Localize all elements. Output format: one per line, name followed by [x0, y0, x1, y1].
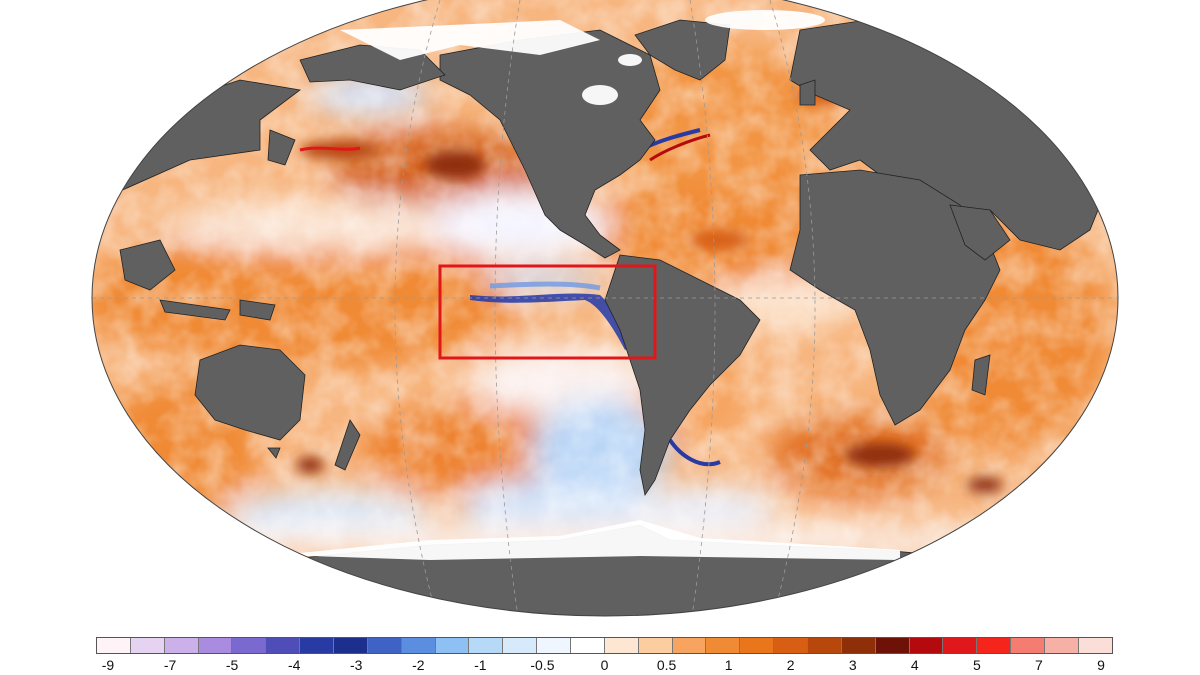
- legend-tick-label: -3: [350, 657, 363, 673]
- legend-tick-label: -0.5: [530, 657, 555, 673]
- legend-swatch: [435, 638, 470, 653]
- sea-surface-temperature-anomaly-map: [91, 0, 1119, 617]
- legend-tick-label: -2: [412, 657, 425, 673]
- world-map: [91, 0, 1119, 617]
- legend-swatch: [943, 638, 978, 653]
- legend-tick-label: -1: [474, 657, 487, 673]
- sea-ice-patches: [280, 10, 900, 560]
- legend-swatch: [97, 638, 131, 653]
- legend-swatch: [571, 638, 605, 653]
- legend-swatch: [875, 638, 910, 653]
- legend-swatch: [1078, 638, 1112, 653]
- legend-swatch: [130, 638, 165, 653]
- legend-swatch: [503, 638, 538, 653]
- legend-swatch: [841, 638, 876, 653]
- legend-tick-label: 1: [724, 657, 733, 673]
- legend-swatch: [604, 638, 639, 653]
- legend-tick-label: 0: [600, 657, 609, 673]
- legend-tick-label: -7: [163, 657, 177, 673]
- legend-swatch: [537, 638, 572, 653]
- legend-swatch: [1011, 638, 1046, 653]
- legend-swatch: [706, 638, 741, 653]
- legend-swatch: [808, 638, 842, 653]
- legend-swatch: [334, 638, 368, 653]
- legend-swatch: [198, 638, 233, 653]
- legend-swatch: [672, 638, 707, 653]
- legend-tick-label: 2: [786, 657, 795, 673]
- legend-swatch: [774, 638, 809, 653]
- legend-swatch: [638, 638, 673, 653]
- ocean-anomaly-field: [92, 0, 1118, 616]
- legend-tick-label: 5: [972, 657, 981, 673]
- legend-tick-label: 0.5: [656, 657, 677, 673]
- legend-swatch: [164, 638, 199, 653]
- legend-swatch: [469, 638, 504, 653]
- legend-swatch: [977, 638, 1012, 653]
- legend-tick-labels: -9 -7 -5 -4 -3 -2 -1 -0.5 0 0.5 1 2 3 4 5 7 9: [96, 657, 1113, 673]
- legend-tick-label: 3: [848, 657, 857, 673]
- graticule: [92, 0, 1118, 616]
- legend-tick-label: 4: [910, 657, 919, 673]
- legend-swatch: [367, 638, 402, 653]
- legend-tick-label: -4: [287, 657, 301, 673]
- legend-tick-label: 7: [1035, 657, 1043, 673]
- legend-swatch: [1045, 638, 1079, 653]
- legend-swatch: [401, 638, 436, 653]
- legend-tick-label: -5: [225, 657, 239, 673]
- legend-tick-label: -9: [101, 657, 115, 673]
- legend-swatch: [909, 638, 944, 653]
- legend-colorbar: [96, 637, 1113, 654]
- color-legend: -9 -7 -5 -4 -3 -2 -1 -0.5 0 0.5 1 2 3 4 5 7 9: [96, 637, 1113, 675]
- legend-swatch: [300, 638, 335, 653]
- highlight-box: [438, 264, 657, 360]
- legend-swatch: [740, 638, 775, 653]
- legend-tick-label: 9: [1097, 657, 1105, 673]
- legend-swatch: [232, 638, 267, 653]
- legend-swatch: [266, 638, 301, 653]
- map-outline: [91, 0, 1119, 617]
